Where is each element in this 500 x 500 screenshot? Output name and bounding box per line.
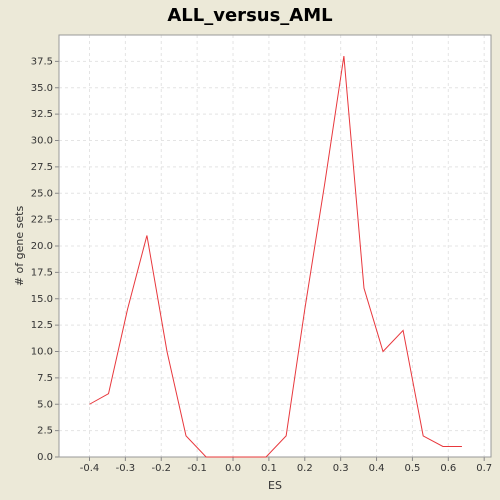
y-tick-label: 7.5 [37, 373, 53, 384]
y-tick-label: 12.5 [31, 320, 53, 331]
x-tick-label: 0.4 [369, 463, 385, 474]
x-tick-label: 0.2 [297, 463, 313, 474]
data-line [89, 56, 462, 458]
y-tick-label: 0.0 [37, 452, 53, 463]
x-tick-label: -0.1 [187, 463, 207, 474]
y-tick-label: 27.5 [31, 162, 53, 173]
x-tick-label: -0.3 [116, 463, 136, 474]
y-axis-label: # of gene sets [13, 206, 26, 287]
y-tick-label: 22.5 [31, 215, 53, 226]
x-axis-label: ES [268, 479, 282, 492]
y-tick-label: 15.0 [31, 294, 53, 305]
y-tick-label: 17.5 [31, 267, 53, 278]
plot-border [58, 34, 492, 458]
x-tick-label: 0.1 [261, 463, 277, 474]
chart-title: ALL_versus_AML [167, 5, 332, 26]
y-tick-label: 20.0 [31, 241, 53, 252]
x-tick-label: 0.0 [225, 463, 241, 474]
x-tick-label: 0.5 [404, 463, 420, 474]
y-tick-label: 25.0 [31, 188, 53, 199]
x-tick-label: -0.4 [80, 463, 100, 474]
y-tick-label: 30.0 [31, 136, 53, 147]
x-tick-label: -0.2 [152, 463, 172, 474]
y-tick-label: 10.0 [31, 347, 53, 358]
y-tick-label: 5.0 [37, 399, 53, 410]
y-tick-label: 37.5 [31, 56, 53, 67]
y-tick-label: 2.5 [37, 426, 53, 437]
y-tick-label: 32.5 [31, 109, 53, 120]
y-tick-label: 35.0 [31, 83, 53, 94]
x-tick-label: 0.7 [476, 463, 492, 474]
x-tick-label: 0.3 [333, 463, 349, 474]
x-tick-label: 0.6 [440, 463, 456, 474]
